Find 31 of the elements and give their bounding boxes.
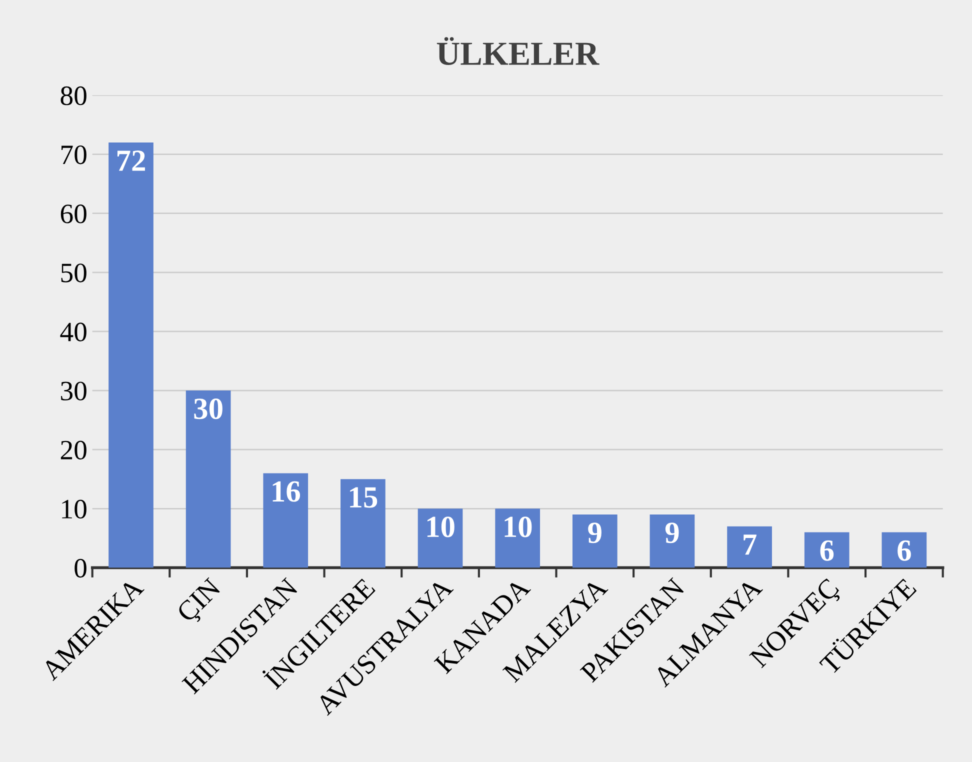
bar	[650, 514, 695, 568]
bar	[572, 514, 618, 568]
bar	[263, 473, 308, 568]
bar	[727, 526, 772, 568]
data-label: 6	[898, 540, 911, 561]
bar	[108, 142, 154, 568]
bar	[804, 532, 850, 568]
y-tick-label: 50	[61, 264, 86, 282]
data-label: 30	[194, 398, 222, 420]
chart-title: ÜLKELER	[436, 37, 600, 65]
y-tick-label: 10	[62, 500, 86, 519]
bar	[186, 390, 231, 568]
data-label: 9	[665, 522, 679, 544]
data-label: 6	[820, 540, 834, 561]
y-tick-label: 0	[74, 558, 86, 578]
bar	[418, 508, 463, 568]
y-tick-label: 60	[60, 204, 86, 224]
data-label: 15	[350, 487, 378, 508]
data-label: 16	[272, 481, 300, 502]
y-tick-label: 80	[60, 86, 86, 106]
data-label: 72	[117, 150, 145, 171]
y-tick-label: 40	[60, 322, 86, 342]
data-label: 7	[744, 534, 756, 555]
bar	[340, 479, 386, 568]
y-tick-label: 30	[61, 382, 86, 400]
data-label: 10	[504, 516, 532, 538]
y-tick-label: 20	[60, 440, 86, 460]
data-label: 9	[588, 522, 602, 544]
bar	[495, 508, 540, 568]
y-tick-label: 70	[62, 145, 86, 164]
data-label: 10	[427, 516, 454, 538]
